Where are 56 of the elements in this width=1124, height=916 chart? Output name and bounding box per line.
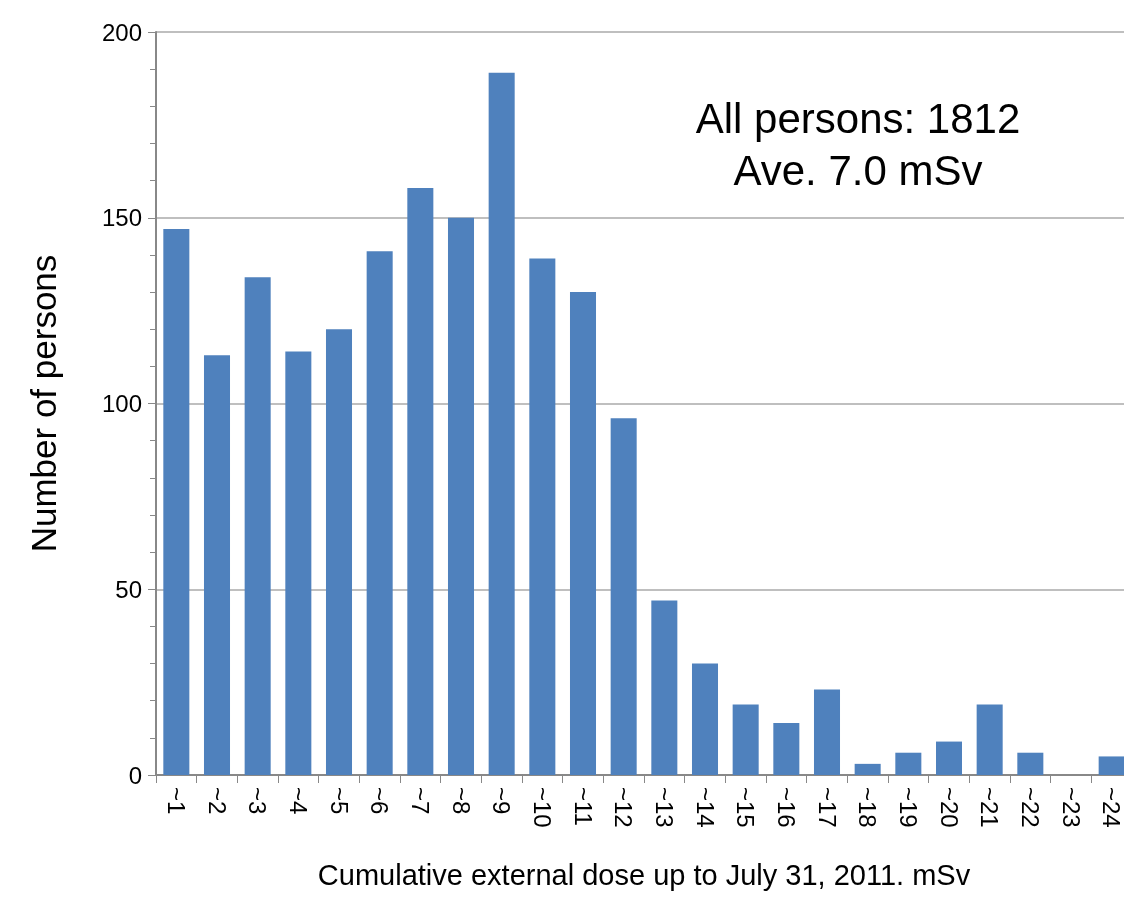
x-tick-label: ~4 bbox=[284, 787, 312, 815]
annotation: Ave. 7.0 mSv bbox=[733, 146, 983, 194]
x-tick-label: ~9 bbox=[488, 787, 516, 815]
x-tick-label: ~14 bbox=[691, 787, 719, 828]
x-tick-label: ~8 bbox=[447, 787, 475, 815]
x-tick-label: ~23 bbox=[1057, 787, 1085, 828]
x-tick-label: ~13 bbox=[650, 787, 678, 828]
bar bbox=[691, 663, 719, 775]
x-tick-label: ~16 bbox=[772, 787, 800, 828]
y-tick-label: 200 bbox=[101, 18, 142, 46]
x-tick-label: ~22 bbox=[1016, 787, 1044, 828]
bar bbox=[732, 704, 759, 775]
x-tick-label: ~11 bbox=[569, 787, 597, 826]
x-tick-label: ~7 bbox=[406, 787, 434, 815]
bar bbox=[651, 600, 678, 775]
x-tick-label: ~15 bbox=[732, 787, 760, 828]
x-tick-label: ~10 bbox=[528, 787, 556, 828]
bar bbox=[976, 704, 1003, 775]
bar bbox=[610, 418, 637, 775]
x-tick-label: ~18 bbox=[854, 787, 882, 828]
bar bbox=[163, 228, 190, 775]
bar bbox=[488, 72, 515, 775]
x-tick-label: ~5 bbox=[325, 787, 353, 815]
bar bbox=[366, 251, 393, 775]
x-tick-label: ~21 bbox=[976, 787, 1004, 828]
x-axis-title: Cumulative external dose up to July 31, 2011. mSv bbox=[317, 858, 971, 891]
y-tick-label: 150 bbox=[101, 204, 142, 232]
y-tick-label: 50 bbox=[115, 575, 142, 603]
x-tick-label: ~1 bbox=[162, 787, 190, 815]
x-tick-label: ~2 bbox=[203, 787, 231, 815]
bar bbox=[447, 217, 475, 775]
x-tick-label: ~17 bbox=[813, 787, 841, 828]
bar bbox=[773, 722, 800, 775]
y-tick-label: 100 bbox=[101, 390, 142, 417]
bar bbox=[325, 329, 353, 775]
x-tick-label: ~24 bbox=[1098, 787, 1124, 828]
x-tick-label: ~6 bbox=[366, 787, 394, 815]
y-tick-label: 0 bbox=[128, 761, 142, 789]
bar bbox=[854, 763, 881, 775]
bar bbox=[407, 188, 434, 775]
x-tick-label: ~3 bbox=[244, 787, 272, 815]
bar bbox=[813, 689, 841, 775]
bar bbox=[1017, 752, 1044, 775]
bar bbox=[1098, 756, 1124, 775]
bar bbox=[569, 292, 597, 775]
bar bbox=[895, 752, 922, 775]
annotation: All persons: 1812 bbox=[695, 94, 1021, 142]
bar bbox=[244, 277, 271, 775]
bar bbox=[529, 258, 556, 775]
x-tick-label: ~19 bbox=[894, 787, 922, 828]
bar bbox=[203, 355, 231, 775]
x-tick-label: ~12 bbox=[610, 787, 638, 828]
x-tick-label: ~20 bbox=[935, 787, 963, 828]
y-axis-title: Number of persons bbox=[24, 254, 63, 553]
bar bbox=[935, 741, 963, 775]
bar bbox=[285, 351, 312, 775]
